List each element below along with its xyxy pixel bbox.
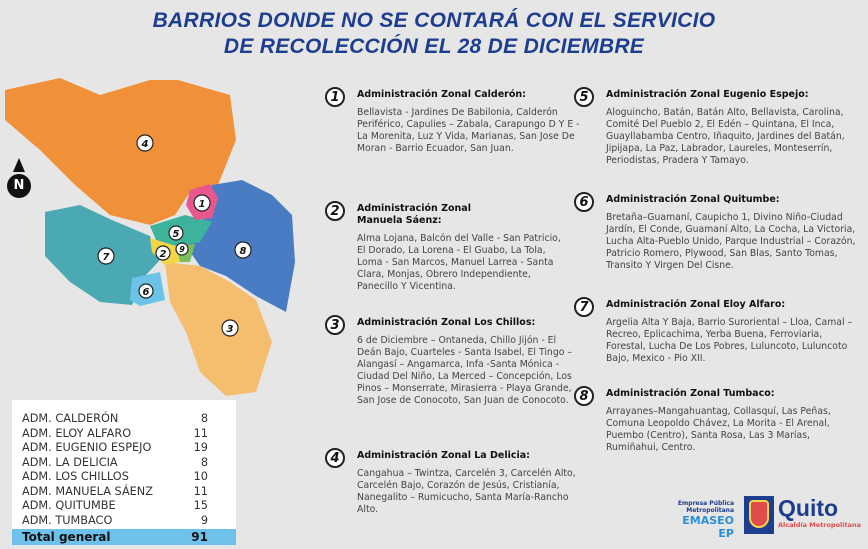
map-label-2: 2 <box>160 249 167 260</box>
zone-block-5: 5 Administración Zonal Eugenio Espejo: A… <box>574 87 864 167</box>
row-name: ADM. CALDERÓN <box>22 412 119 425</box>
table-row: ADM. EUGENIO ESPEJO 19 <box>12 441 236 456</box>
row-count: 15 <box>193 499 208 512</box>
zone-number: 6 <box>574 192 594 212</box>
zone-number: 2 <box>325 201 345 221</box>
row-count: 19 <box>193 441 208 454</box>
quito-logo: Quito Alcaldía Metropolitana <box>778 495 861 530</box>
zone-heading: Administración Zonal Quitumbe: <box>606 194 780 205</box>
map-label-9: 9 <box>179 245 185 254</box>
zone-heading: Administración Zonal Los Chillos: <box>357 317 536 328</box>
zone-neighborhoods: Arrayanes–Mangahuantag, Collasquí, Las P… <box>606 406 831 453</box>
row-name: ADM. ELOY ALFARO <box>22 426 132 440</box>
row-count: 9 <box>200 513 208 527</box>
total-row: Total general 91 <box>12 529 236 545</box>
zone-heading: Administración Zonal La Delicia: <box>357 450 530 461</box>
district-map: 1 2 3 4 5 6 7 8 9 <box>5 78 295 396</box>
row-name: ADM. EUGENIO ESPEJO <box>22 441 152 454</box>
row-name: ADM. MANUELA SÁENZ <box>22 484 153 498</box>
quito-coat-of-arms-icon <box>744 496 774 534</box>
north-label: N <box>7 174 31 198</box>
row-count: 11 <box>193 426 208 440</box>
emaseo-logo: Empresa Pública Metropolitana EMASEO EP <box>666 500 734 540</box>
row-name: ADM. LA DELICIA <box>22 455 118 469</box>
table-row: ADM. TUMBACO 9 <box>12 514 236 529</box>
zone-number: 3 <box>325 315 345 335</box>
map-label-4: 4 <box>141 139 149 150</box>
zone-neighborhoods: Cangahua – Twintza, Carcelén 3, Carcelén… <box>357 468 576 515</box>
zone-block-6: 6 Administración Zonal Quitumbe: Bretaña… <box>574 192 864 272</box>
north-arrow-icon: N <box>6 158 32 198</box>
zone-block-7: 7 Administración Zonal Eloy Alfaro: Arge… <box>574 297 864 365</box>
zone-number: 1 <box>325 87 345 107</box>
row-count: 8 <box>200 412 208 425</box>
zone-neighborhoods: Bellavista - Jardines De Babilonia, Cald… <box>357 107 580 154</box>
row-name: ADM. TUMBACO <box>22 513 113 527</box>
quito-name: Quito <box>778 495 839 521</box>
map-label-7: 7 <box>103 252 110 263</box>
page-title: BARRIOS DONDE NO SE CONTARÁ CON EL SERVI… <box>0 8 868 60</box>
zone-number: 7 <box>574 297 594 317</box>
zone-number: 8 <box>574 386 594 406</box>
zone-4-la-delicia <box>5 78 236 225</box>
summary-table: ADM. CALDERÓN 8 ADM. ELOY ALFARO 11 ADM. E… <box>12 400 236 545</box>
zone-block-2: 2 Administración Zonal Manuela Sáenz: Al… <box>325 201 565 293</box>
zone-heading: Administración Zonal Eloy Alfaro: <box>606 299 786 310</box>
zone-neighborhoods: 6 de Diciembre – Ontaneda, Chillo Jijón … <box>357 335 573 406</box>
table-row: ADM. LA DELICIA 8 <box>12 456 236 471</box>
emaseo-line-2: Metropolitana <box>686 507 734 514</box>
quito-subtitle: Alcaldía Metropolitana <box>778 521 861 529</box>
map-label-3: 3 <box>227 324 234 335</box>
title-line-2: DE RECOLECCIÓN EL 28 DE DICIEMBRE <box>223 35 645 58</box>
title-line-1: BARRIOS DONDE NO SE CONTARÁ CON EL SERVI… <box>152 9 716 32</box>
total-label: Total general <box>22 530 111 544</box>
zone-heading: Administración Zonal Calderón: <box>357 89 526 100</box>
zone-3-los-chillos <box>165 262 272 396</box>
table-row: ADM. QUITUMBE 15 <box>12 499 236 514</box>
table-row: ADM. ELOY ALFARO 11 <box>12 427 236 442</box>
table-row: ADM. LOS CHILLOS 10 <box>12 470 236 485</box>
zone-neighborhoods: Argelia Alta Y Baja, Barrio Suroriental … <box>606 317 853 364</box>
zone-block-3: 3 Administración Zonal Los Chillos: 6 de… <box>325 315 575 407</box>
emaseo-name: EMASEO EP <box>682 514 734 540</box>
map-label-8: 8 <box>240 246 247 257</box>
map-label-6: 6 <box>143 287 150 298</box>
zone-block-4: 4 Administración Zonal La Delicia: Canga… <box>325 448 585 516</box>
zone-heading: Administración Zonal Manuela Sáenz: <box>357 203 471 226</box>
zone-number: 4 <box>325 448 345 468</box>
row-count: 10 <box>193 470 208 483</box>
total-value: 91 <box>191 530 208 544</box>
row-count: 8 <box>200 455 208 469</box>
zone-neighborhoods: Aloguincho, Batán, Batán Alto, Bellavist… <box>606 107 845 166</box>
emaseo-line-1: Empresa Pública <box>677 500 734 507</box>
table-row: ADM. MANUELA SÁENZ 11 <box>12 485 236 500</box>
map-label-1: 1 <box>199 199 206 210</box>
row-count: 11 <box>193 484 208 498</box>
table-row: ADM. CALDERÓN 8 <box>12 412 236 427</box>
zone-heading: Administración Zonal Eugenio Espejo: <box>606 89 809 100</box>
zone-block-8: 8 Administración Zonal Tumbaco: Arrayane… <box>574 386 864 454</box>
zone-number: 5 <box>574 87 594 107</box>
row-name: ADM. LOS CHILLOS <box>22 470 129 483</box>
row-name: ADM. QUITUMBE <box>22 499 116 512</box>
zone-neighborhoods: Bretaña–Guamaní, Caupicho 1, Divino Niño… <box>606 212 856 271</box>
zone-block-1: 1 Administración Zonal Calderón: Bellavi… <box>325 87 585 155</box>
map-label-5: 5 <box>173 229 180 240</box>
zone-neighborhoods: Alma Lojana, Balcón del Valle - San Patr… <box>357 233 561 292</box>
zone-heading: Administración Zonal Tumbaco: <box>606 388 775 399</box>
